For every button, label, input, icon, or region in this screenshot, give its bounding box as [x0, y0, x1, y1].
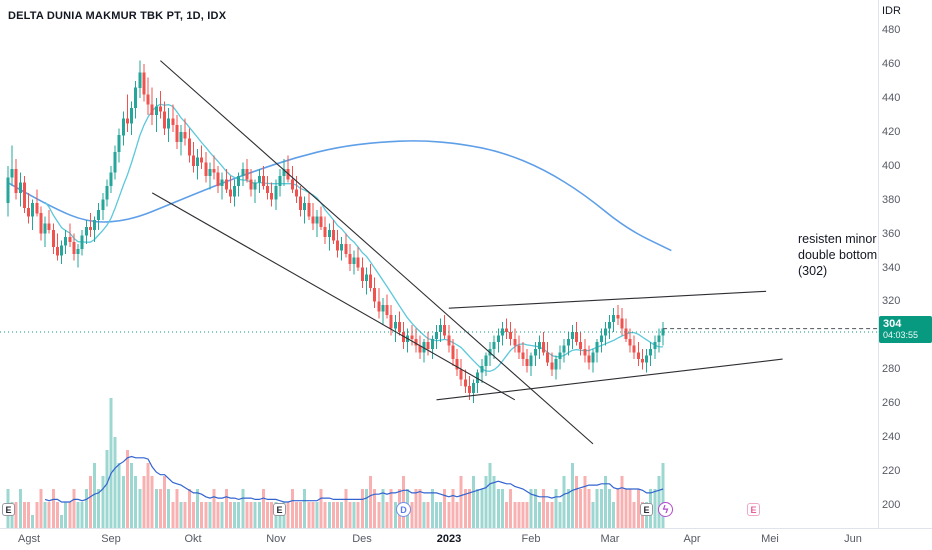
dividend-marker[interactable]: D	[396, 502, 411, 517]
price-tick-label: 280	[882, 363, 901, 375]
symbol-title[interactable]: DELTA DUNIA MAKMUR TBK PT, 1D, IDX	[8, 10, 227, 22]
earnings-marker[interactable]: E	[2, 503, 15, 516]
time-axis-label: Okt	[184, 533, 202, 545]
price-axis-border	[878, 0, 879, 528]
trendline-descending-channel-bottom[interactable]	[151, 192, 516, 401]
time-axis-label: Jun	[844, 533, 862, 545]
price-tick-label: 480	[882, 24, 901, 36]
short-ma-line[interactable]	[44, 103, 664, 372]
time-axis-label: 2023	[436, 533, 462, 545]
price-tick-label: 240	[882, 431, 901, 443]
time-axis-border	[0, 528, 932, 529]
last-price-value: 304	[883, 318, 902, 330]
price-tick-label: 400	[882, 160, 901, 172]
volume-ma-line[interactable]	[44, 455, 664, 503]
price-tick-label: 220	[882, 465, 901, 477]
bar-countdown: 04:03:55	[883, 330, 919, 340]
price-tick-label: 360	[882, 228, 901, 240]
time-axis-label: Apr	[683, 533, 701, 545]
earnings-marker[interactable]: E	[640, 503, 653, 516]
volume-series	[6, 398, 665, 528]
price-tick-label: 260	[882, 397, 901, 409]
price-tick-label: 340	[882, 262, 901, 274]
trendline-descending-channel-top[interactable]	[160, 60, 594, 445]
time-axis-label: Des	[352, 533, 372, 545]
price-tick-label: 440	[882, 92, 901, 104]
time-axis-label: Feb	[521, 533, 541, 545]
time-axis[interactable]: Agst Sep Okt Nov Des 2023 Feb Mar Apr Mei Jun	[0, 529, 932, 550]
earnings-upcoming-marker[interactable]: E	[747, 503, 760, 516]
trade-note-annotation[interactable]: resisten minor double bottom (302)	[798, 232, 878, 278]
price-tick-label: 200	[882, 499, 901, 511]
time-axis-label: Mei	[761, 533, 779, 545]
time-axis-label: Nov	[266, 533, 286, 545]
price-tick-label: 460	[882, 58, 901, 70]
currency-label: IDR	[882, 5, 901, 17]
trendline-rising-support[interactable]	[436, 358, 783, 401]
price-tick-label: 320	[882, 295, 901, 307]
last-price-badge: 304 04:03:55	[879, 316, 932, 343]
earnings-marker[interactable]: E	[273, 503, 286, 516]
price-tick-label: 420	[882, 126, 901, 138]
time-axis-label: Mar	[600, 533, 620, 545]
price-axis[interactable]: IDR 200220240260280300320340360380400420…	[880, 0, 932, 528]
candlestick-series[interactable]	[6, 60, 665, 404]
flash-marker[interactable]: ϟ	[658, 502, 673, 517]
time-axis-label: Sep	[101, 533, 121, 545]
trendline-rising-resistance[interactable]	[448, 290, 767, 309]
price-tick-label: 380	[882, 194, 901, 206]
time-axis-label: Agst	[17, 533, 41, 545]
long-ma-line[interactable]	[7, 140, 672, 252]
